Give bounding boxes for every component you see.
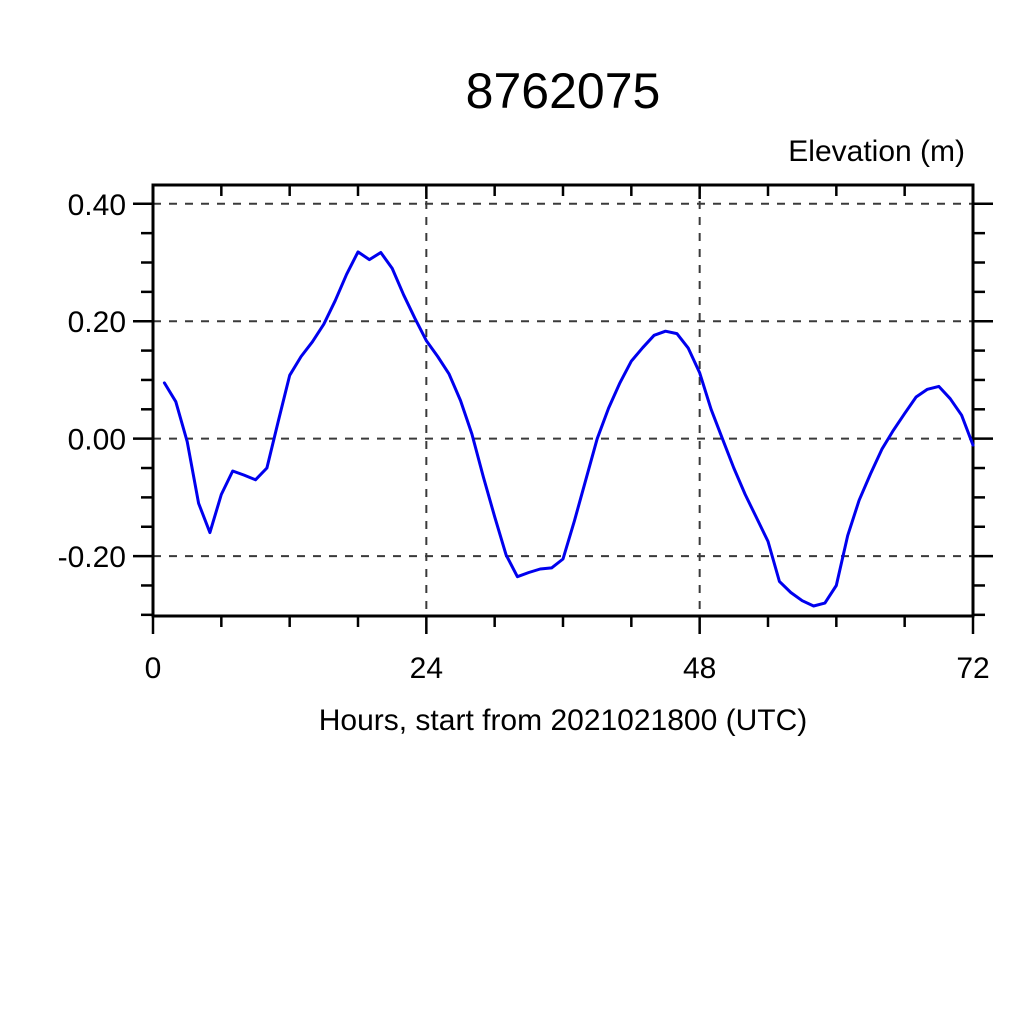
x-axis-label: Hours, start from 2021021800 (UTC) xyxy=(318,704,808,737)
y-tick-label: 0.40 xyxy=(68,189,126,222)
y-tick-label: -0.20 xyxy=(58,541,126,574)
y-units-label: Elevation (m) xyxy=(788,135,965,168)
x-tick-label: 24 xyxy=(410,652,443,685)
chart-title: 8762075 xyxy=(465,63,661,119)
x-tick-label: 0 xyxy=(145,652,162,685)
plot-border xyxy=(151,183,975,618)
elevation-line xyxy=(162,250,975,608)
y-tick-label: 0.20 xyxy=(68,306,126,339)
x-tick-label: 48 xyxy=(683,652,716,685)
x-tick-label: 72 xyxy=(956,652,989,685)
y-tick-label: 0.00 xyxy=(68,424,126,457)
